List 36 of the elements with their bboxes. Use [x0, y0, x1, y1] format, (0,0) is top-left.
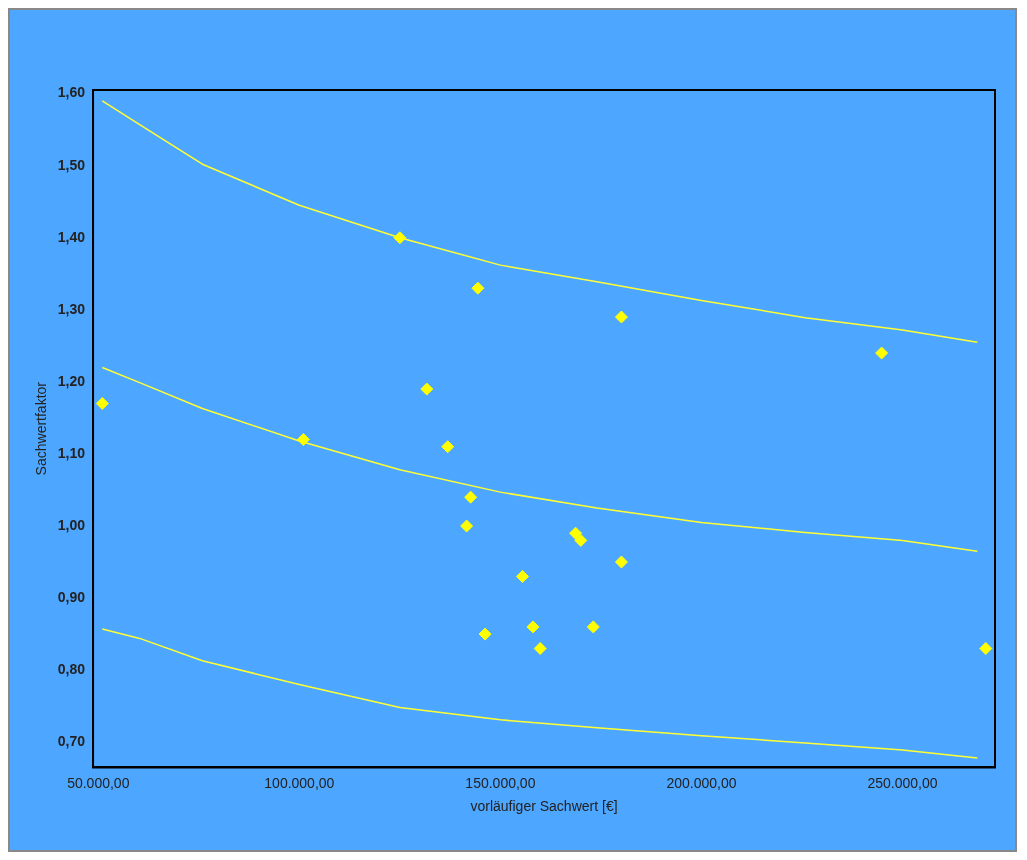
y-tick-label: 1,40 — [57, 228, 86, 245]
y-tick-label: 1,30 — [57, 300, 86, 317]
x-tick-label: 200.000,00 — [666, 774, 737, 791]
y-tick-label: 1,00 — [57, 516, 86, 533]
x-tick-label: 150.000,00 — [465, 774, 536, 791]
y-tick-label: 1,60 — [57, 84, 86, 101]
x-tick-label: 250.000,00 — [867, 774, 938, 791]
x-tick-label: 100.000,00 — [264, 774, 335, 791]
point — [296, 433, 310, 447]
point — [516, 569, 530, 583]
point — [586, 620, 600, 634]
point — [569, 526, 583, 540]
point — [614, 555, 628, 569]
y-tick-label: 1,20 — [57, 372, 86, 389]
point — [471, 281, 485, 295]
y-tick-label: 0,90 — [57, 588, 86, 605]
point — [464, 490, 478, 504]
point — [526, 620, 540, 634]
point — [574, 533, 588, 547]
point — [393, 231, 407, 245]
x-axis-title: vorläufiger Sachwert [€] — [470, 798, 618, 815]
point — [460, 519, 474, 533]
y-tick-label: 1,10 — [57, 444, 86, 461]
point — [441, 440, 455, 454]
y-tick-label: 0,80 — [57, 660, 86, 677]
point — [875, 346, 889, 360]
x-tick-label: 50.000,00 — [67, 774, 130, 791]
point — [614, 310, 628, 324]
y-tick-label: 0,70 — [57, 733, 86, 750]
point — [420, 382, 434, 396]
point — [478, 627, 492, 641]
point — [979, 642, 993, 655]
y-axis-title: Sachwertfaktor — [33, 381, 50, 476]
point — [533, 642, 547, 655]
point — [95, 396, 109, 410]
y-tick-label: 1,50 — [57, 156, 86, 173]
